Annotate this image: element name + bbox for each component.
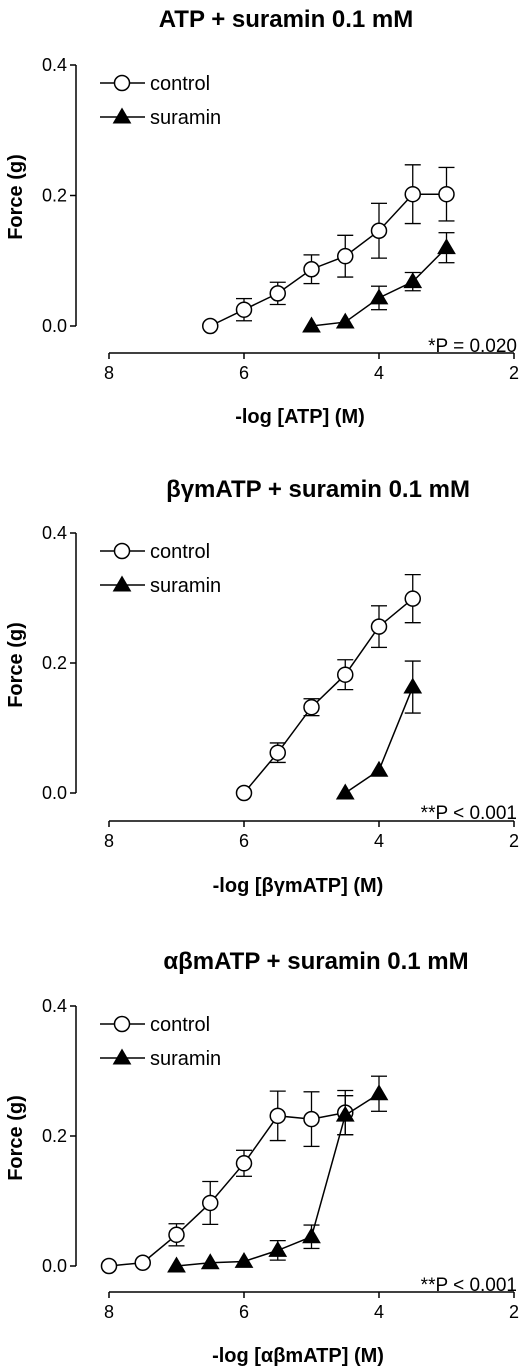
x-axis-label: -log [ATP] (M): [235, 406, 365, 428]
y-axis-label: Force (g): [5, 622, 27, 708]
legend-label-control: control: [150, 541, 210, 563]
x-tick-label: 8: [104, 1302, 114, 1322]
y-axis-label: Force (g): [5, 1095, 27, 1181]
legend: control suramin: [100, 73, 221, 129]
chart-panel-atp: ATP + suramin 0.1 mM Force (g) -log [ATP…: [5, 6, 519, 428]
data-point-control: [168, 1226, 185, 1244]
y-tick-label: 0.2: [42, 653, 67, 673]
legend-label-control: control: [150, 1014, 210, 1036]
y-tick-label: 0.4: [42, 996, 67, 1016]
y-tick-label: 0.4: [42, 523, 67, 543]
data-point-suramin: [112, 107, 132, 124]
chart-title: βγmATP + suramin 0.1 mM: [166, 476, 470, 503]
plot-area: 0.0 0.2 0.4 8 6 4 2 control suramin: [42, 55, 519, 383]
x-tick-label: 6: [239, 363, 249, 383]
data-point-control: [100, 1257, 118, 1275]
data-point-control: [235, 301, 253, 318]
legend: control suramin: [100, 1014, 221, 1070]
data-point-control: [404, 590, 421, 607]
data-point-suramin: [369, 760, 389, 777]
data-point-control: [269, 1107, 286, 1125]
data-point-suramin: [234, 1251, 254, 1268]
data-point-control: [438, 185, 455, 203]
x-tick-label: 8: [104, 363, 114, 383]
data-point-suramin: [302, 1227, 321, 1244]
data-point-control: [370, 618, 388, 635]
series-suramin: [167, 1075, 389, 1273]
series-suramin: [302, 232, 456, 333]
chart-title: αβmATP + suramin 0.1 mM: [163, 948, 468, 975]
y-tick-label: 0.0: [42, 316, 67, 336]
data-point-control: [269, 744, 286, 761]
y-axis-label: Force (g): [5, 154, 27, 240]
significance-annotation: *P = 0.020: [428, 336, 517, 357]
data-point-suramin: [437, 238, 456, 255]
data-point-suramin: [112, 1048, 132, 1065]
plot-area: 0.0 0.2 0.4 8 6 4 2 control suramin: [42, 523, 519, 851]
data-point-control: [202, 1194, 219, 1212]
data-point-suramin: [335, 1105, 355, 1122]
significance-annotation: **P < 0.001: [421, 803, 517, 824]
data-point-suramin: [112, 575, 132, 592]
x-axis-label: -log [αβmATP] (M): [212, 1345, 384, 1367]
data-point-control: [113, 542, 131, 560]
data-point-suramin: [302, 316, 321, 333]
x-tick-label: 4: [374, 1302, 384, 1322]
data-point-control: [202, 317, 219, 335]
x-tick-label: 4: [374, 831, 384, 851]
data-point-control: [404, 185, 421, 203]
y-tick-label: 0.4: [42, 55, 67, 75]
legend: control suramin: [100, 541, 221, 597]
data-point-control: [337, 666, 354, 683]
series-line-suramin: [344, 686, 414, 794]
legend-label-control: control: [150, 73, 210, 95]
data-point-control: [134, 1254, 151, 1271]
data-point-control: [370, 222, 388, 239]
chart-title: ATP + suramin 0.1 mM: [159, 6, 414, 33]
x-tick-label: 2: [509, 831, 519, 851]
data-point-suramin: [369, 1084, 389, 1101]
data-point-suramin: [200, 1253, 220, 1270]
series-suramin: [335, 660, 423, 800]
data-point-control: [303, 260, 320, 278]
data-point-control: [303, 1110, 320, 1128]
series-line-control: [243, 598, 414, 794]
legend-label-suramin: suramin: [150, 1048, 221, 1070]
x-tick-label: 8: [104, 831, 114, 851]
data-point-control: [337, 247, 354, 265]
y-tick-label: 0.2: [42, 186, 67, 206]
data-point-control: [235, 1155, 253, 1172]
data-point-control: [303, 698, 320, 716]
data-point-suramin: [167, 1256, 186, 1273]
data-point-control: [113, 74, 131, 92]
legend-label-suramin: suramin: [150, 107, 221, 129]
chart-panel-alphabeta-matp: αβmATP + suramin 0.1 mM Force (g) -log […: [5, 948, 519, 1367]
chart-panel-betagamma-matp: βγmATP + suramin 0.1 mM Force (g) -log […: [5, 476, 519, 897]
data-point-control: [113, 1015, 131, 1033]
x-axis-label: -log [βγmATP] (M): [213, 875, 384, 897]
data-point-suramin: [403, 677, 423, 694]
x-tick-label: 6: [239, 831, 249, 851]
data-point-suramin: [369, 288, 389, 305]
plot-area: 0.0 0.2 0.4 8 6 4 2 control suramin: [42, 996, 519, 1322]
series-control: [100, 1089, 354, 1275]
data-point-suramin: [403, 272, 423, 289]
data-point-control: [235, 784, 253, 802]
y-tick-label: 0.0: [42, 783, 67, 803]
x-tick-label: 6: [239, 1302, 249, 1322]
y-tick-label: 0.0: [42, 1256, 67, 1276]
legend-label-suramin: suramin: [150, 575, 221, 597]
y-tick-label: 0.2: [42, 1126, 67, 1146]
x-tick-label: 4: [374, 363, 384, 383]
data-point-suramin: [335, 783, 355, 800]
x-tick-label: 2: [509, 363, 519, 383]
data-point-suramin: [268, 1240, 288, 1257]
series-control: [235, 573, 421, 802]
significance-annotation: **P < 0.001: [421, 1275, 517, 1296]
data-point-control: [269, 285, 286, 302]
data-point-suramin: [335, 312, 355, 329]
series-control: [202, 164, 455, 335]
x-tick-label: 2: [509, 1302, 519, 1322]
